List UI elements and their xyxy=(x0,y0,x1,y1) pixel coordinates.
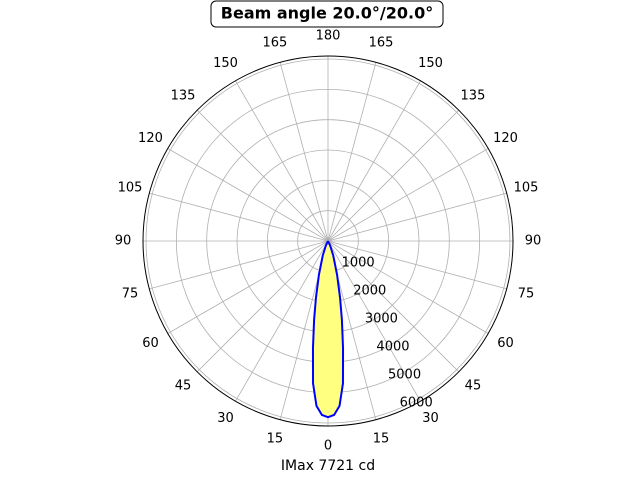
angular-tick-label: 45 xyxy=(465,378,482,393)
angular-tick-label: 120 xyxy=(493,131,518,146)
angular-grid-line xyxy=(327,62,377,242)
angular-grid-line xyxy=(327,240,421,402)
angular-tick-label: 120 xyxy=(138,131,163,146)
angular-tick-label: 30 xyxy=(422,411,439,426)
angular-grid-line xyxy=(149,192,329,242)
angular-tick-label: 15 xyxy=(373,432,390,447)
radial-tick-label: 3000 xyxy=(365,312,398,327)
angular-tick-label: 150 xyxy=(213,56,238,71)
angular-tick-label: 75 xyxy=(122,287,139,302)
angular-grid-line xyxy=(327,192,507,242)
radial-tick-label: 2000 xyxy=(353,284,386,299)
angular-tick-label: 90 xyxy=(525,234,542,249)
angular-grid-line xyxy=(149,240,329,290)
angular-grid-line xyxy=(327,240,489,334)
angular-grid-line xyxy=(196,109,329,242)
angular-grid-line xyxy=(279,62,329,242)
angular-grid-line xyxy=(167,240,329,334)
beam-area xyxy=(312,241,344,418)
angular-tick-label: 90 xyxy=(115,234,132,249)
radial-grid-line xyxy=(145,58,511,424)
angular-tick-label: 135 xyxy=(461,89,486,104)
angular-tick-label: 75 xyxy=(518,287,535,302)
angular-grid-line xyxy=(167,148,329,242)
chart-title: Beam angle 20.0°/20.0° xyxy=(221,4,433,23)
angular-tick-label: 180 xyxy=(316,29,341,44)
angular-tick-label: 60 xyxy=(142,336,159,351)
polar-frame xyxy=(142,55,514,427)
angular-tick-label: 165 xyxy=(369,35,394,50)
radial-tick-label: 1000 xyxy=(342,256,375,271)
angular-tick-label: 150 xyxy=(418,56,443,71)
title-box xyxy=(210,0,444,28)
radial-tick-label: 4000 xyxy=(376,340,409,355)
angular-tick-label: 60 xyxy=(497,336,514,351)
angular-grid-line xyxy=(327,240,460,373)
angular-tick-label: 45 xyxy=(175,378,192,393)
angular-tick-label: 0 xyxy=(324,439,332,454)
angular-tick-label: 105 xyxy=(118,180,143,195)
angular-grid-line xyxy=(235,80,329,242)
angular-grid-line xyxy=(327,80,421,242)
x-axis-label: IMax 7721 cd xyxy=(281,458,375,474)
angular-grid-line xyxy=(235,240,329,402)
angular-tick-label: 105 xyxy=(514,180,539,195)
angular-tick-label: 165 xyxy=(263,35,288,50)
beam-line xyxy=(311,240,345,419)
radial-tick-label: 5000 xyxy=(388,368,421,383)
angular-grid-line xyxy=(196,240,329,373)
angular-tick-label: 135 xyxy=(171,89,196,104)
angular-grid-line xyxy=(327,240,507,290)
angular-grid-line xyxy=(327,109,460,242)
angular-grid-line xyxy=(327,148,489,242)
angular-tick-label: 30 xyxy=(217,411,234,426)
angular-tick-label: 15 xyxy=(267,432,284,447)
